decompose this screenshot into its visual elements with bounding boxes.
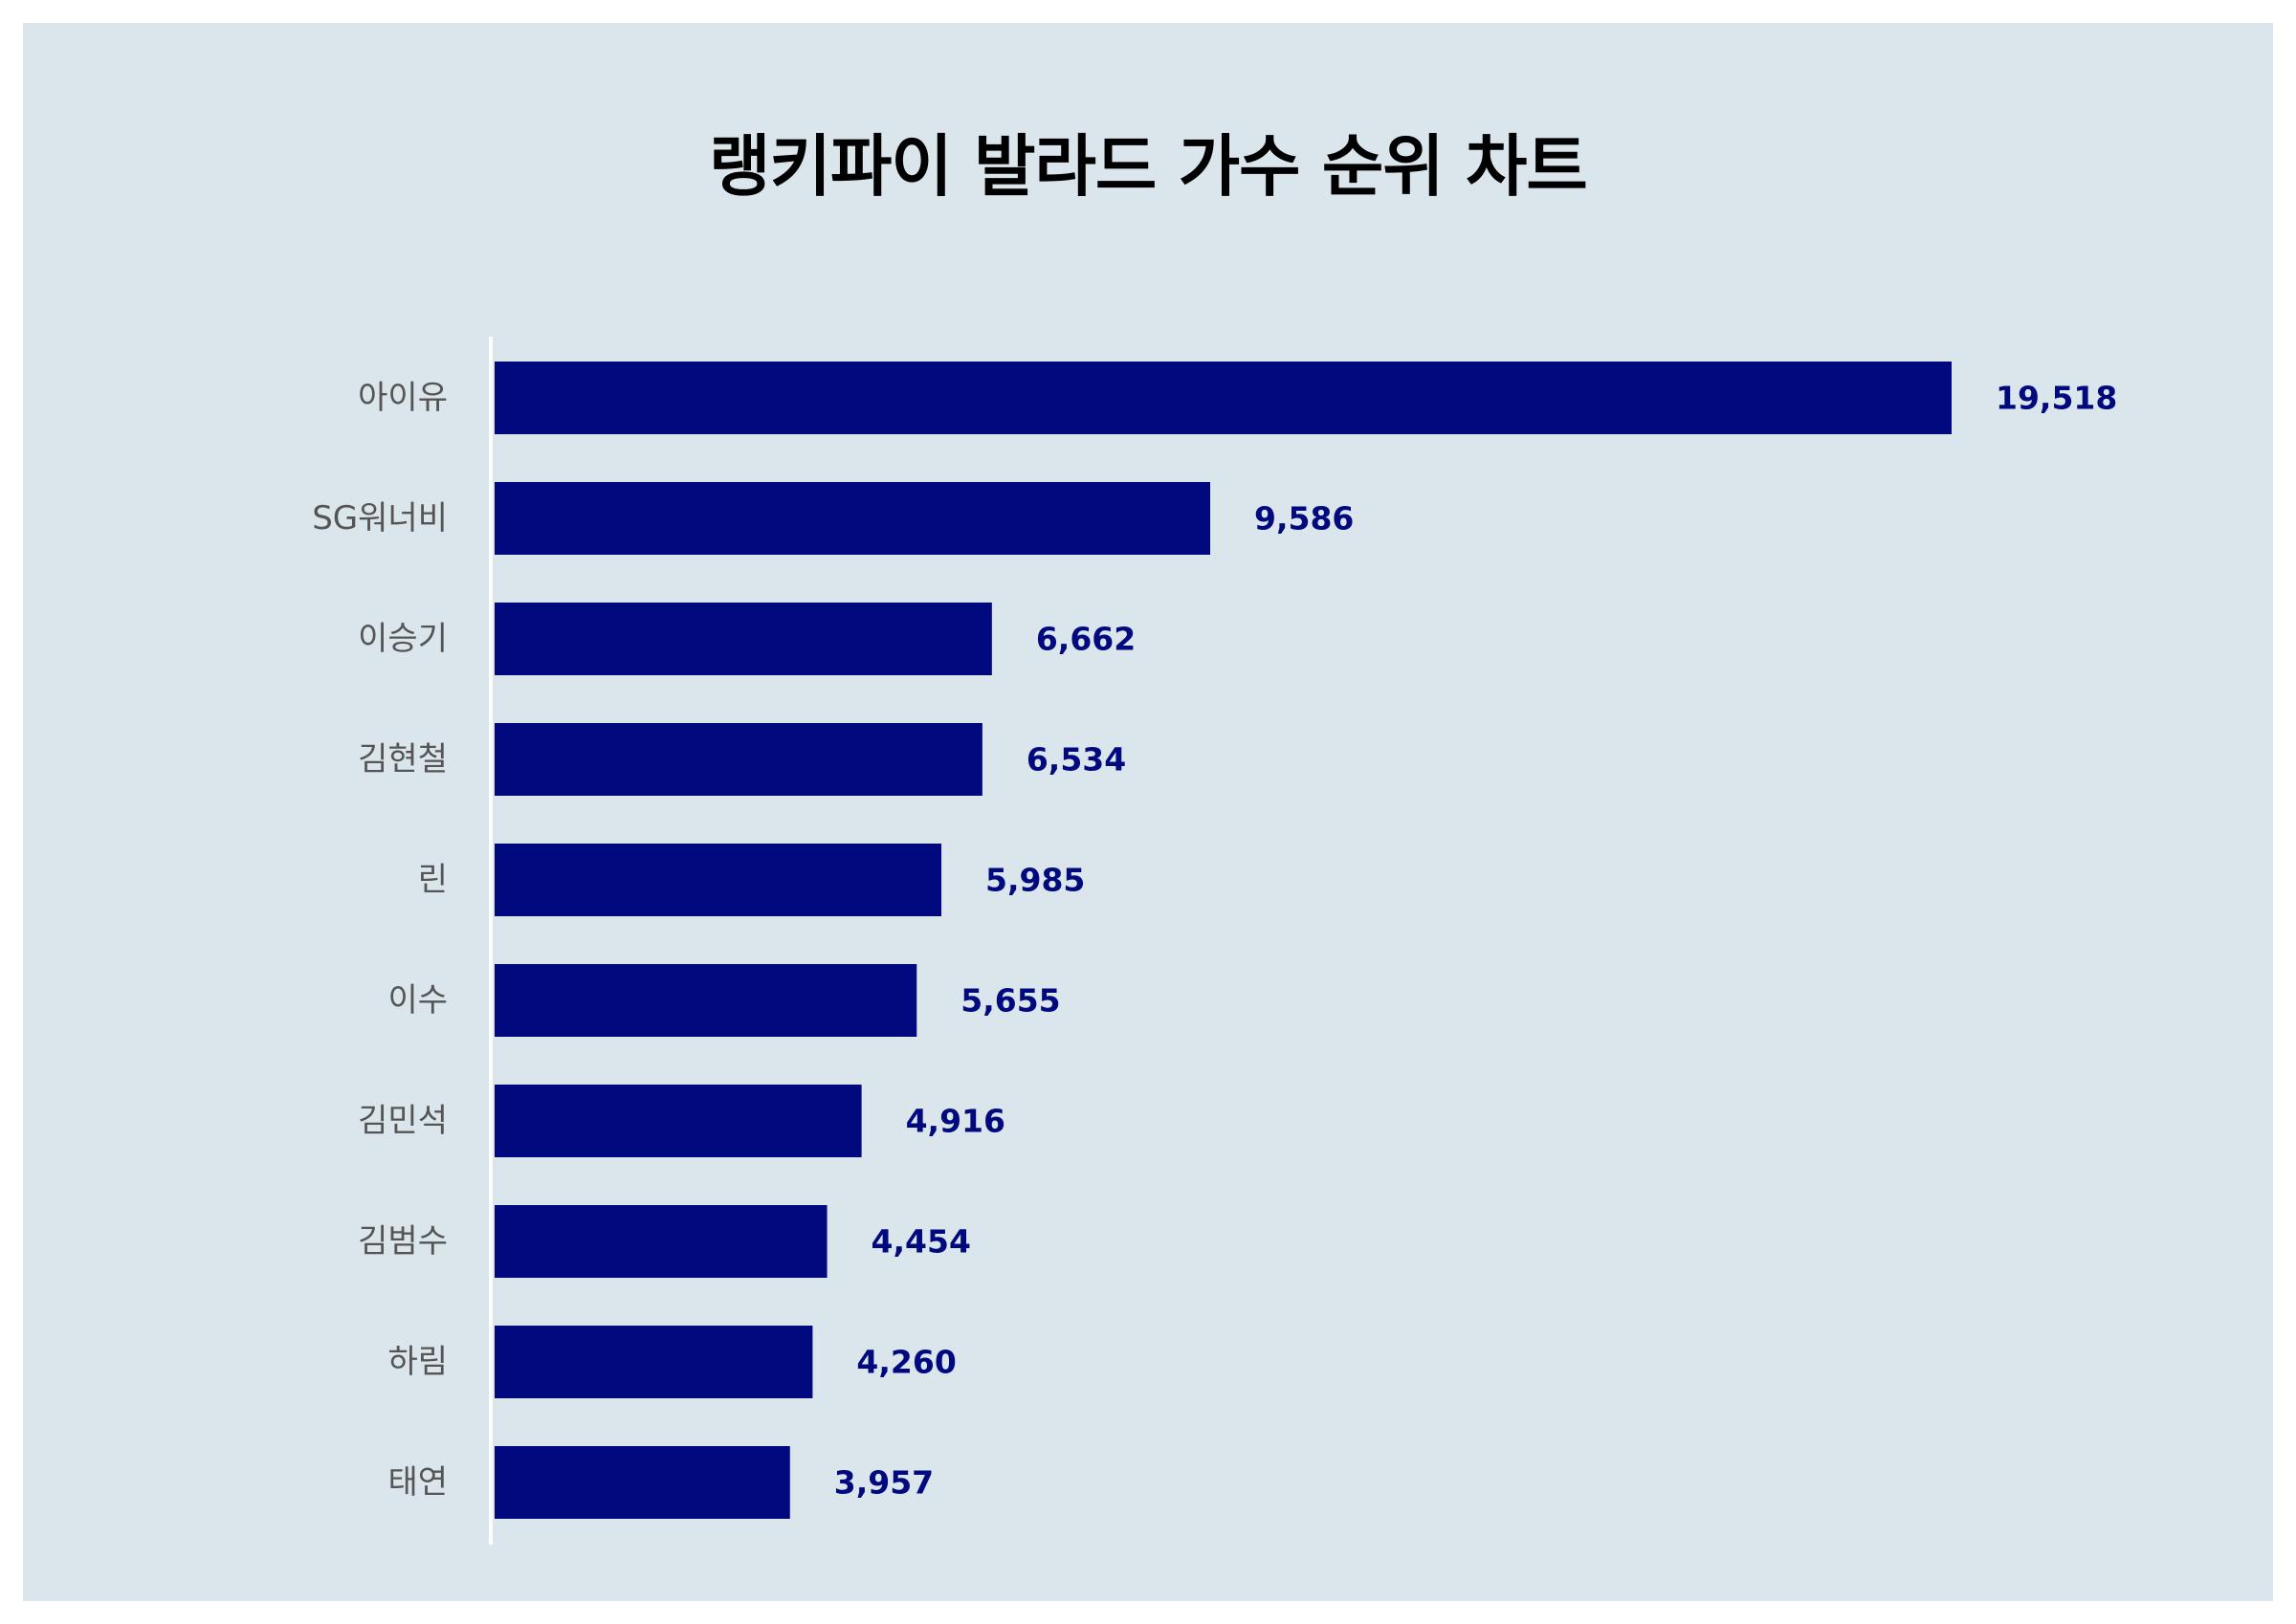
value-label: 5,655	[960, 982, 1060, 1020]
bar	[495, 964, 917, 1037]
value-label: 9,586	[1254, 500, 1354, 538]
value-label: 4,454	[872, 1223, 971, 1261]
bar	[495, 1326, 813, 1398]
bar	[495, 482, 1211, 555]
bar	[495, 844, 942, 916]
category-label: 린	[418, 861, 448, 899]
value-label: 6,534	[1027, 741, 1126, 779]
category-label: 김현철	[358, 740, 448, 779]
chart-panel	[23, 23, 2273, 1601]
category-label: 이수	[387, 981, 448, 1020]
category-label: SG워너비	[312, 499, 448, 538]
value-label: 6,662	[1036, 621, 1136, 658]
value-label: 4,260	[856, 1344, 956, 1381]
bar	[495, 1085, 862, 1157]
category-label: 아이유	[358, 379, 448, 417]
bar	[495, 723, 982, 796]
value-label: 19,518	[1996, 380, 2117, 417]
category-label: 김범수	[358, 1222, 448, 1261]
category-label: 태연	[387, 1463, 448, 1502]
bar	[495, 362, 1952, 434]
category-label: 이승기	[358, 620, 448, 658]
bar	[495, 1205, 828, 1278]
category-label: 김민석	[358, 1102, 448, 1140]
value-label: 3,957	[834, 1464, 934, 1502]
bar	[495, 603, 992, 675]
value-label: 4,916	[906, 1103, 1005, 1140]
bar	[495, 1446, 790, 1519]
value-label: 5,985	[985, 862, 1085, 899]
chart-title: 랭키파이 발라드 가수 순위 차트	[709, 127, 1588, 206]
category-label: 하림	[387, 1343, 448, 1381]
